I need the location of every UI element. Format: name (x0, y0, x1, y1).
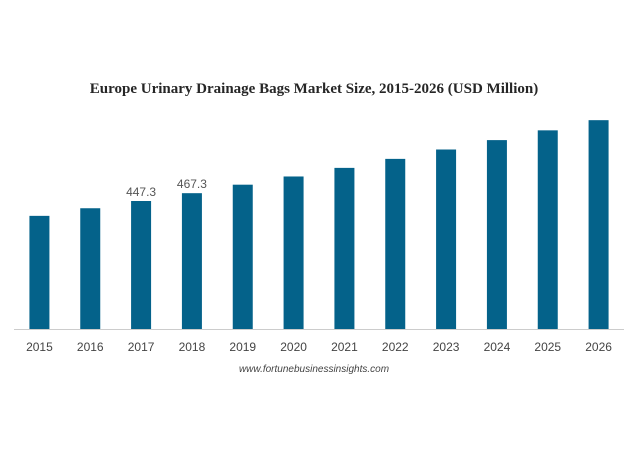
bar-2016 (80, 208, 101, 329)
chart-title: Europe Urinary Drainage Bags Market Size… (89, 81, 539, 97)
x-tick-label-2025: 2025 (534, 340, 561, 354)
x-tick-label-2017: 2017 (128, 340, 155, 354)
x-tick-label-2024: 2024 (484, 340, 511, 354)
bar-2023 (436, 149, 457, 329)
bar-2018 (181, 193, 202, 329)
bar-2026 (588, 120, 609, 329)
data-labels: 447.3 467.3 (126, 177, 207, 199)
x-tick-label-2021: 2021 (331, 340, 358, 354)
bar-2020 (283, 176, 304, 329)
x-tick-label-2019: 2019 (229, 340, 256, 354)
bar-2024 (486, 140, 507, 329)
x-tick-label-2023: 2023 (433, 340, 460, 354)
bar-2025 (537, 130, 558, 329)
data-label-2017: 447.3 (126, 185, 156, 199)
bar-2022 (385, 158, 406, 329)
x-tick-label-2020: 2020 (280, 340, 307, 354)
bars-layer (29, 120, 609, 329)
bar-2015 (29, 215, 50, 329)
data-label-2018: 467.3 (177, 177, 207, 191)
x-tick-label-2026: 2026 (585, 340, 612, 354)
bar-2021 (334, 167, 355, 329)
source-watermark: www.fortunebusinessinsights.com (238, 364, 390, 375)
x-tick-label-2015: 2015 (26, 340, 53, 354)
x-tick-label-2022: 2022 (382, 340, 409, 354)
bar-2019 (232, 184, 253, 329)
x-tick-label-2018: 2018 (179, 340, 206, 354)
x-tick-label-2016: 2016 (77, 340, 104, 354)
bar-2017 (131, 201, 152, 329)
x-tick-labels: 2015 2016 2017 2018 2019 2020 2021 2022 2023 2024… (26, 340, 612, 354)
